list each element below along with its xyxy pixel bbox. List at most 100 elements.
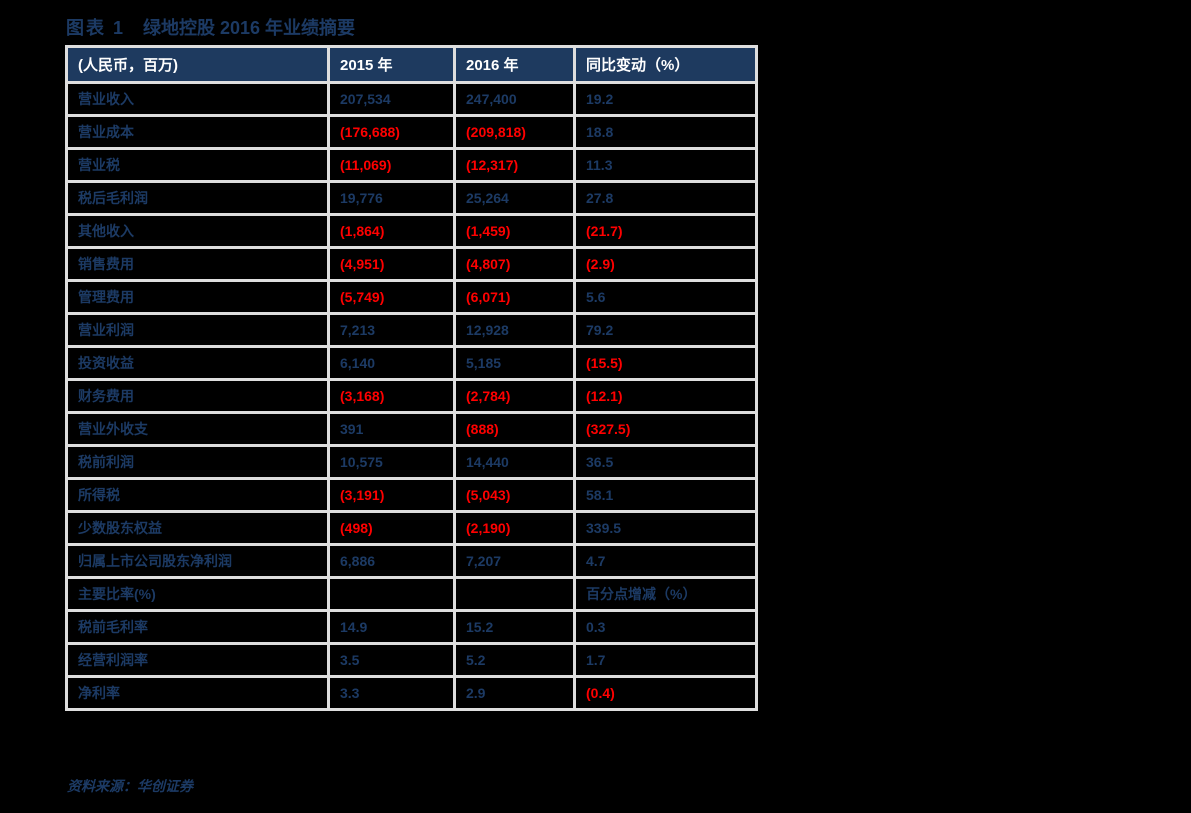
value-2015: 6,140 [327,345,456,381]
value-2015: 10,575 [327,444,456,480]
value-change: (327.5) [573,411,758,447]
row-label: 主要比率(%) [65,576,330,612]
value-2016 [453,576,576,612]
row-label: 所得税 [65,477,330,513]
row-label: 税后毛利润 [65,180,330,216]
value-change: (0.4) [573,675,758,711]
figure-label: 图表 1 [66,18,126,38]
value-2016: (1,459) [453,213,576,249]
value-change: 5.6 [573,279,758,315]
table-row: 归属上市公司股东净利润 6,886 7,207 4.7 [65,543,758,579]
table-row: 所得税 (3,191) (5,043) 58.1 [65,477,758,513]
value-change: 36.5 [573,444,758,480]
table-row: 其他收入 (1,864) (1,459) (21.7) [65,213,758,249]
value-change: (21.7) [573,213,758,249]
value-2016: (12,317) [453,147,576,183]
value-2016: 25,264 [453,180,576,216]
row-label: 销售费用 [65,246,330,282]
value-2016: 12,928 [453,312,576,348]
row-label: 经营利润率 [65,642,330,678]
value-change: 1.7 [573,642,758,678]
value-2016: (5,043) [453,477,576,513]
header-change: 同比变动（%） [573,45,758,84]
value-2016: 2.9 [453,675,576,711]
table-row: 主要比率(%) 百分点增减（%） [65,576,758,612]
row-label: 管理费用 [65,279,330,315]
value-2015: (3,168) [327,378,456,414]
figure-title: 图表 1 绿地控股 2016 年业绩摘要 [66,14,355,40]
value-2015: (4,951) [327,246,456,282]
value-2016: 247,400 [453,81,576,117]
value-2015: (176,688) [327,114,456,150]
source-note: 资料来源：华创证券 [67,778,193,794]
value-2016: (888) [453,411,576,447]
table-row: 少数股东权益 (498) (2,190) 339.5 [65,510,758,546]
value-2015: (11,069) [327,147,456,183]
value-2015: 14.9 [327,609,456,645]
table-row: 营业外收支 391 (888) (327.5) [65,411,758,447]
table-row: 营业收入 207,534 247,400 19.2 [65,81,758,117]
row-label: 归属上市公司股东净利润 [65,543,330,579]
table-row: 营业利润 7,213 12,928 79.2 [65,312,758,348]
value-change: 339.5 [573,510,758,546]
header-2016: 2016 年 [453,45,576,84]
value-change: 27.8 [573,180,758,216]
value-2016: 15.2 [453,609,576,645]
value-2016: 7,207 [453,543,576,579]
value-2015: (1,864) [327,213,456,249]
value-2015: 7,213 [327,312,456,348]
row-label: 税前毛利率 [65,609,330,645]
row-label: 税前利润 [65,444,330,480]
value-change: 18.8 [573,114,758,150]
table-row: 投资收益 6,140 5,185 (15.5) [65,345,758,381]
value-2015: (5,749) [327,279,456,315]
value-change: 79.2 [573,312,758,348]
row-label: 营业利润 [65,312,330,348]
row-label: 净利率 [65,675,330,711]
value-change: (2.9) [573,246,758,282]
table-row: 营业税 (11,069) (12,317) 11.3 [65,147,758,183]
table-row: 净利率 3.3 2.9 (0.4) [65,675,758,711]
value-2016: (4,807) [453,246,576,282]
table-row: 经营利润率 3.5 5.2 1.7 [65,642,758,678]
value-change: (15.5) [573,345,758,381]
value-2015: 3.5 [327,642,456,678]
value-2016: 5.2 [453,642,576,678]
value-2015: 391 [327,411,456,447]
row-label: 营业税 [65,147,330,183]
value-2016: 5,185 [453,345,576,381]
value-2016: (2,190) [453,510,576,546]
value-change: (12.1) [573,378,758,414]
row-label: 营业成本 [65,114,330,150]
table-row: 税前毛利率 14.9 15.2 0.3 [65,609,758,645]
header-2015: 2015 年 [327,45,456,84]
table-row: 营业成本 (176,688) (209,818) 18.8 [65,114,758,150]
value-2015: 19,776 [327,180,456,216]
value-2016: (6,071) [453,279,576,315]
value-2015: 3.3 [327,675,456,711]
row-label: 财务费用 [65,378,330,414]
value-2015: 6,886 [327,543,456,579]
value-2015: 207,534 [327,81,456,117]
row-label: 营业外收支 [65,411,330,447]
row-label: 投资收益 [65,345,330,381]
table-row: 管理费用 (5,749) (6,071) 5.6 [65,279,758,315]
value-2015: (498) [327,510,456,546]
table-row: 税前利润 10,575 14,440 36.5 [65,444,758,480]
value-change: 0.3 [573,609,758,645]
value-change: 4.7 [573,543,758,579]
performance-table: (人民币，百万) 2015 年 2016 年 同比变动（%） 营业收入 207,… [65,45,758,711]
value-2015: (3,191) [327,477,456,513]
table-row: 销售费用 (4,951) (4,807) (2.9) [65,246,758,282]
row-label: 其他收入 [65,213,330,249]
table-row: 税后毛利润 19,776 25,264 27.8 [65,180,758,216]
value-2016: (209,818) [453,114,576,150]
value-change: 百分点增减（%） [573,576,758,612]
row-label: 少数股东权益 [65,510,330,546]
header-unit: (人民币，百万) [65,45,330,84]
table-body: 营业收入 207,534 247,400 19.2 营业成本 (176,688)… [65,81,758,711]
table-row: 财务费用 (3,168) (2,784) (12.1) [65,378,758,414]
row-label: 营业收入 [65,81,330,117]
value-2015 [327,576,456,612]
